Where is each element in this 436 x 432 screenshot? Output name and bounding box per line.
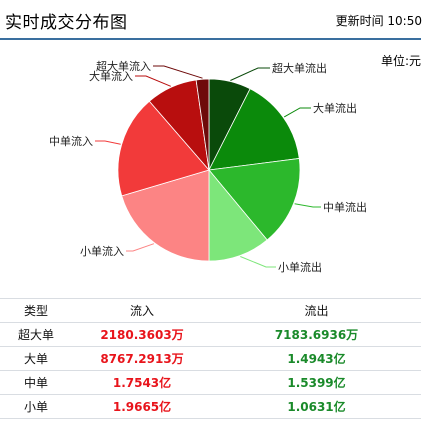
pie-slice: [195, 78, 210, 171]
pie-label: 超大单流出: [272, 61, 327, 75]
header-type: 类型: [0, 298, 72, 323]
pie-leader-line: [153, 65, 203, 79]
row-outflow: 1.5399亿: [212, 370, 421, 395]
row-type: 大单: [0, 346, 72, 371]
pie-leader-line: [294, 203, 321, 208]
pie-leader-line: [230, 67, 270, 81]
pie-slice: [208, 88, 300, 171]
pie-leader-line: [283, 107, 311, 118]
flow-table: 类型 流入 流出 超大单 2180.3603万 7183.6936万 大单 87…: [0, 298, 421, 419]
row-outflow: 1.0631亿: [212, 394, 421, 419]
header: 实时成交分布图 更新时间 10:50: [0, 0, 436, 40]
pie-slice: [121, 169, 210, 262]
row-type: 中单: [0, 370, 72, 395]
pie-slice: [117, 100, 210, 197]
page-title: 实时成交分布图: [5, 13, 128, 33]
pie-label: 中单流入: [49, 134, 93, 148]
table-row: 小单 1.9665亿 1.0631亿: [0, 394, 421, 419]
row-inflow: 1.7543亿: [72, 370, 212, 395]
row-inflow: 2180.3603万: [72, 322, 212, 347]
update-time-display: 更新时间 10:50: [336, 12, 422, 29]
pie-label: 大单流入: [89, 69, 133, 83]
pie-leader-line: [126, 243, 155, 252]
table-row: 大单 8767.2913万 1.4943亿: [0, 346, 421, 371]
row-outflow: 1.4943亿: [212, 346, 421, 371]
pie-leader-line: [95, 140, 121, 145]
table-header-row: 类型 流入 流出: [0, 298, 421, 323]
row-type: 超大单: [0, 322, 72, 347]
pie-label: 小单流入: [80, 244, 124, 258]
pie-leader-line: [240, 256, 276, 268]
update-label: 更新时间: [335, 14, 384, 28]
pie-leader-line: [135, 75, 171, 87]
header-divider: [0, 38, 421, 40]
row-outflow: 7183.6936万: [212, 322, 421, 347]
pie-slice: [208, 158, 301, 241]
pie-label: 超大单流入: [96, 59, 151, 73]
unit-label: 单位:元: [381, 54, 422, 68]
row-inflow: 8767.2913万: [72, 346, 212, 371]
row-inflow: 1.9665亿: [72, 394, 212, 419]
pie-label: 小单流出: [278, 260, 322, 274]
header-inflow: 流入: [72, 298, 212, 323]
table-row: 中单 1.7543亿 1.5399亿: [0, 370, 421, 395]
header-outflow: 流出: [212, 298, 421, 323]
pie-slices: [117, 78, 301, 262]
update-time: 10:50: [387, 14, 422, 28]
pie-label: 中单流出: [323, 200, 367, 214]
pie-label: 大单流出: [313, 101, 357, 115]
row-type: 小单: [0, 394, 72, 419]
table-row: 超大单 2180.3603万 7183.6936万: [0, 322, 421, 347]
pie-leader-lines: [95, 65, 321, 268]
